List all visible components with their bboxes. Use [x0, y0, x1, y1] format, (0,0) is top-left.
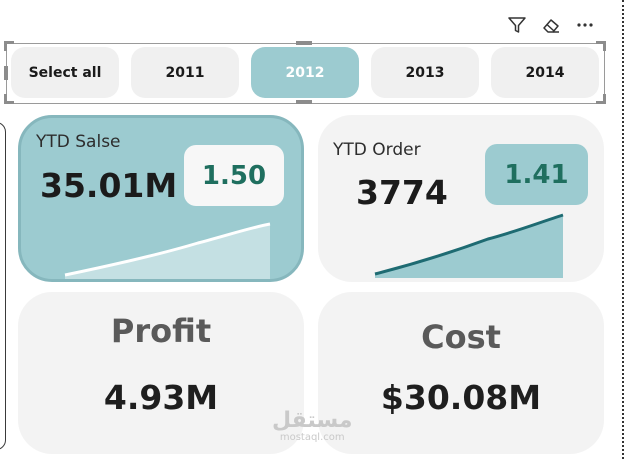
resize-handle[interactable]: [4, 41, 14, 44]
ytd-order-value: 3774: [356, 173, 448, 212]
slicer-year-2012[interactable]: 2012: [251, 47, 359, 98]
profit-value: 4.93M: [103, 378, 219, 417]
left-panel-edge: [0, 122, 6, 450]
ytd-sales-value: 35.01M: [40, 166, 178, 205]
cost-label: Cost: [421, 318, 501, 356]
ytd-order-card[interactable]: YTD Order 3774 1.41: [318, 115, 604, 282]
ytd-order-growth-badge: 1.41: [485, 144, 588, 205]
more-options-icon[interactable]: [574, 14, 596, 36]
resize-handle[interactable]: [4, 94, 7, 104]
slicer-select-all[interactable]: Select all: [11, 47, 119, 98]
ytd-sales-card[interactable]: YTD Salse 35.01M 1.50: [18, 115, 304, 282]
ytd-sales-sparkline: [64, 222, 271, 279]
resize-handle[interactable]: [4, 66, 8, 80]
resize-handle[interactable]: [603, 94, 606, 104]
watermark-latin: mostaql.com: [279, 432, 345, 443]
ytd-sales-title: YTD Salse: [36, 132, 121, 152]
resize-handle[interactable]: [296, 100, 312, 104]
cost-card[interactable]: Cost $30.08M: [318, 292, 604, 454]
eraser-icon[interactable]: [540, 14, 562, 36]
profit-card[interactable]: Profit 4.93M: [18, 292, 304, 454]
resize-handle[interactable]: [596, 101, 606, 104]
profit-label: Profit: [110, 312, 212, 350]
ytd-sales-growth-badge: 1.50: [184, 145, 284, 206]
watermark-arabic: مستقل: [272, 408, 353, 433]
slicer-year-2013[interactable]: 2013: [371, 47, 479, 98]
resize-handle[interactable]: [296, 41, 312, 45]
visual-header-toolbar: [506, 14, 596, 36]
ytd-order-sparkline: [374, 213, 564, 278]
slicer-year-2014[interactable]: 2014: [491, 47, 599, 98]
canvas-dotted-border: [622, 0, 624, 459]
resize-handle[interactable]: [4, 101, 14, 104]
cost-value: $30.08M: [380, 378, 542, 417]
resize-handle[interactable]: [4, 41, 7, 51]
filter-icon[interactable]: [506, 14, 528, 36]
ytd-order-title: YTD Order: [333, 140, 421, 160]
resize-handle[interactable]: [596, 41, 606, 44]
slicer-year-2011[interactable]: 2011: [131, 47, 239, 98]
resize-handle[interactable]: [603, 41, 606, 51]
mostaql-watermark: مستقل mostaql.com: [272, 410, 352, 444]
year-slicer: Select all 2011 2012 2013 2014: [11, 47, 599, 98]
